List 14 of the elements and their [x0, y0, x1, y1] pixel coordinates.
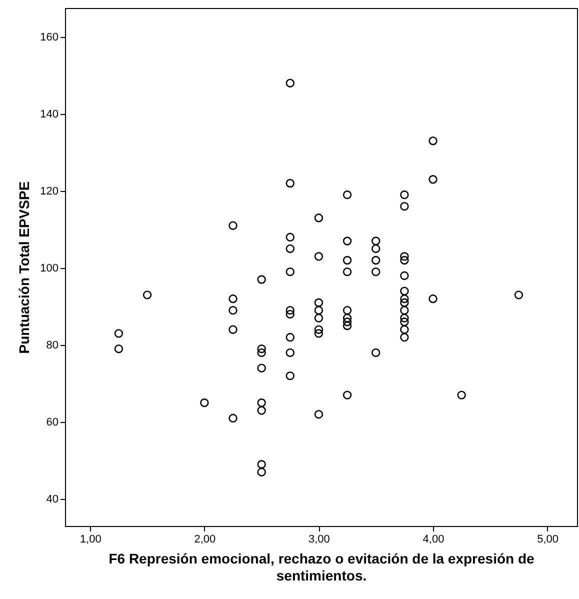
- x-tick-label: 2,00: [194, 534, 216, 546]
- y-tick-label: 80: [46, 339, 58, 352]
- y-tick-label: 140: [40, 108, 58, 120]
- y-tick-label: 100: [40, 262, 58, 274]
- y-tick-label: 160: [40, 31, 58, 44]
- x-axis-title: F6 Represión emocional, rechazo o evitación de la expresión de sentimientos.: [108, 550, 535, 584]
- y-tick-label: 60: [46, 416, 58, 429]
- y-tick-label: 40: [46, 494, 58, 506]
- y-tick-label: 120: [40, 185, 58, 198]
- x-tick-label: 4,00: [422, 534, 444, 546]
- x-tick-label: 1,00: [80, 534, 102, 546]
- y-axis-title: Puntuación Total EPVSPE: [16, 181, 32, 354]
- x-tick-label: 3,00: [308, 534, 330, 546]
- x-tick-label: 5,00: [537, 534, 558, 546]
